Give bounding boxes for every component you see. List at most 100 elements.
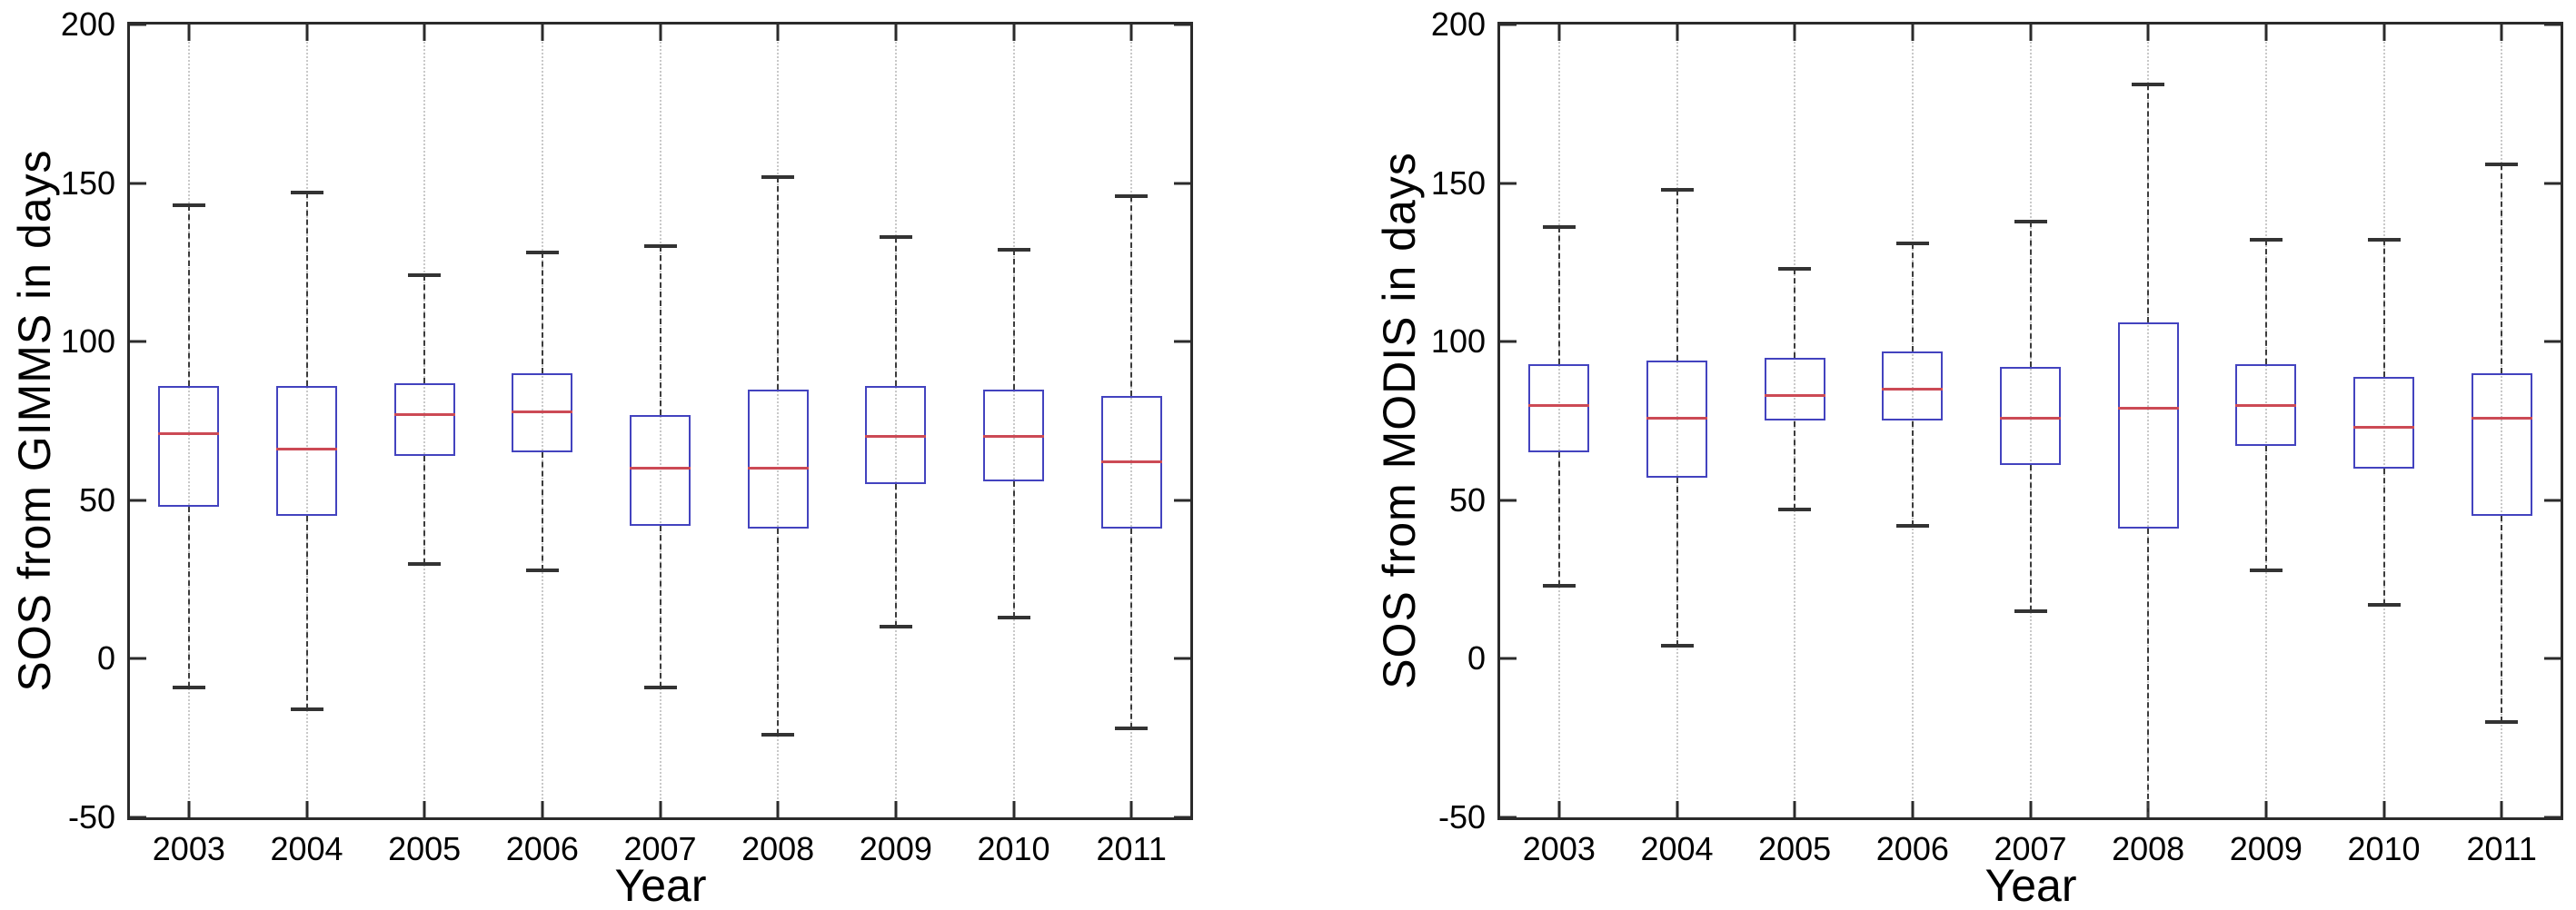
year-tick-label: 2009 bbox=[859, 830, 932, 867]
median-line bbox=[983, 435, 1044, 439]
y-tick-left bbox=[130, 23, 146, 26]
median-line bbox=[747, 467, 809, 470]
gridline bbox=[423, 25, 426, 817]
lower-whisker-line bbox=[423, 455, 426, 564]
iqr-box bbox=[276, 386, 337, 517]
y-tick-right bbox=[2544, 23, 2561, 26]
year-tick-label: 2006 bbox=[505, 830, 579, 867]
upper-whisker-cap bbox=[2485, 162, 2519, 166]
gridline bbox=[1012, 25, 1015, 817]
upper-whisker-line bbox=[1130, 195, 1133, 396]
median-line bbox=[2235, 403, 2297, 407]
iqr-box bbox=[2353, 376, 2414, 469]
lower-whisker-cap bbox=[761, 733, 795, 737]
y-tick-right bbox=[1174, 182, 1190, 185]
upper-whisker-line bbox=[659, 246, 661, 415]
y-tick-left bbox=[1500, 182, 1517, 185]
iqr-box bbox=[865, 386, 927, 485]
x-tick-top bbox=[1129, 25, 1133, 41]
y-tick-left bbox=[130, 816, 146, 819]
y-tick-label: 50 bbox=[78, 480, 115, 519]
lower-whisker-line bbox=[305, 516, 308, 710]
median-line bbox=[2353, 425, 2414, 429]
iqr-box bbox=[2117, 322, 2179, 529]
median-line bbox=[1528, 403, 1590, 407]
x-tick-bottom bbox=[1911, 801, 1915, 817]
y-tick-label: 0 bbox=[1467, 639, 1486, 678]
median-line bbox=[276, 448, 337, 451]
upper-whisker-cap bbox=[172, 203, 205, 208]
upper-whisker-cap bbox=[525, 251, 559, 255]
y-tick-left bbox=[130, 182, 146, 185]
y-tick-left bbox=[1500, 816, 1517, 819]
gridline bbox=[2029, 25, 2032, 817]
lower-whisker-line bbox=[1911, 420, 1914, 526]
x-tick-top bbox=[2029, 25, 2032, 41]
y-tick-label: 150 bbox=[1430, 163, 1486, 202]
lower-whisker-cap bbox=[1895, 523, 1929, 528]
median-line bbox=[1764, 394, 1825, 398]
upper-whisker-line bbox=[2029, 221, 2032, 368]
upper-whisker-cap bbox=[1660, 187, 1694, 192]
gridline bbox=[2382, 25, 2385, 817]
upper-whisker-cap bbox=[1542, 225, 1576, 230]
gridline bbox=[1130, 25, 1133, 817]
y-tick-left bbox=[130, 340, 146, 343]
upper-whisker-cap bbox=[1895, 241, 1929, 245]
upper-whisker-line bbox=[305, 193, 308, 387]
x-tick-bottom bbox=[541, 801, 544, 817]
year-tick-label: 2008 bbox=[741, 830, 815, 867]
x-tick-top bbox=[1676, 25, 1678, 41]
upper-whisker-cap bbox=[2132, 83, 2165, 87]
lower-whisker-cap bbox=[1115, 727, 1149, 731]
upper-whisker-line bbox=[1911, 242, 1914, 351]
x-axis-label-gimms: Year bbox=[614, 860, 707, 910]
y-axis-label-modis: SOS from MODIS in days bbox=[1374, 152, 1425, 689]
upper-whisker-line bbox=[1794, 268, 1796, 358]
year-tick-label: 2009 bbox=[2229, 830, 2302, 867]
upper-whisker-cap bbox=[408, 272, 442, 277]
median-line bbox=[865, 435, 927, 439]
year-tick-label: 2005 bbox=[1758, 830, 1832, 867]
upper-whisker-line bbox=[1557, 227, 1560, 364]
x-tick-bottom bbox=[2500, 801, 2503, 817]
x-tick-top bbox=[187, 25, 191, 41]
y-tick-left bbox=[1500, 340, 1517, 343]
upper-whisker-cap bbox=[290, 191, 323, 195]
y-tick-label: 50 bbox=[1448, 480, 1486, 519]
y-tick-label: 0 bbox=[96, 639, 115, 678]
year-tick-label: 2007 bbox=[1994, 830, 2067, 867]
year-tick-label: 2011 bbox=[2466, 830, 2537, 867]
lower-whisker-line bbox=[541, 452, 543, 570]
x-tick-bottom bbox=[305, 801, 308, 817]
x-tick-top bbox=[1012, 25, 1015, 41]
year-tick-label: 2008 bbox=[2112, 830, 2185, 867]
lower-whisker-line bbox=[659, 525, 661, 687]
x-tick-top bbox=[2382, 25, 2385, 41]
iqr-box bbox=[1764, 357, 1825, 421]
upper-whisker-line bbox=[2501, 163, 2503, 374]
gridline bbox=[541, 25, 543, 817]
x-tick-top bbox=[1911, 25, 1915, 41]
y-tick-left bbox=[1500, 657, 1517, 660]
lower-whisker-cap bbox=[408, 561, 442, 566]
gridline bbox=[2501, 25, 2503, 817]
median-line bbox=[1646, 416, 1707, 420]
median-line bbox=[2117, 407, 2179, 410]
plot-area-gimms: 2003 2004 2005 2006 2007 2008 2009 2010 2011 200 1… bbox=[61, 5, 1193, 867]
x-tick-top bbox=[305, 25, 308, 41]
iqr-box bbox=[393, 382, 455, 456]
lower-whisker-cap bbox=[1778, 508, 1812, 512]
median-line bbox=[512, 410, 573, 413]
y-tick-right bbox=[2544, 182, 2561, 185]
gridline bbox=[1676, 25, 1678, 817]
lower-whisker-cap bbox=[2367, 603, 2401, 608]
lower-whisker-line bbox=[2264, 446, 2267, 570]
gridline bbox=[305, 25, 308, 817]
year-tick-label: 2005 bbox=[388, 830, 462, 867]
lower-whisker-line bbox=[2382, 468, 2385, 606]
median-line bbox=[393, 413, 455, 417]
gridline bbox=[659, 25, 661, 817]
x-tick-bottom bbox=[894, 801, 898, 817]
lower-whisker-cap bbox=[290, 707, 323, 712]
